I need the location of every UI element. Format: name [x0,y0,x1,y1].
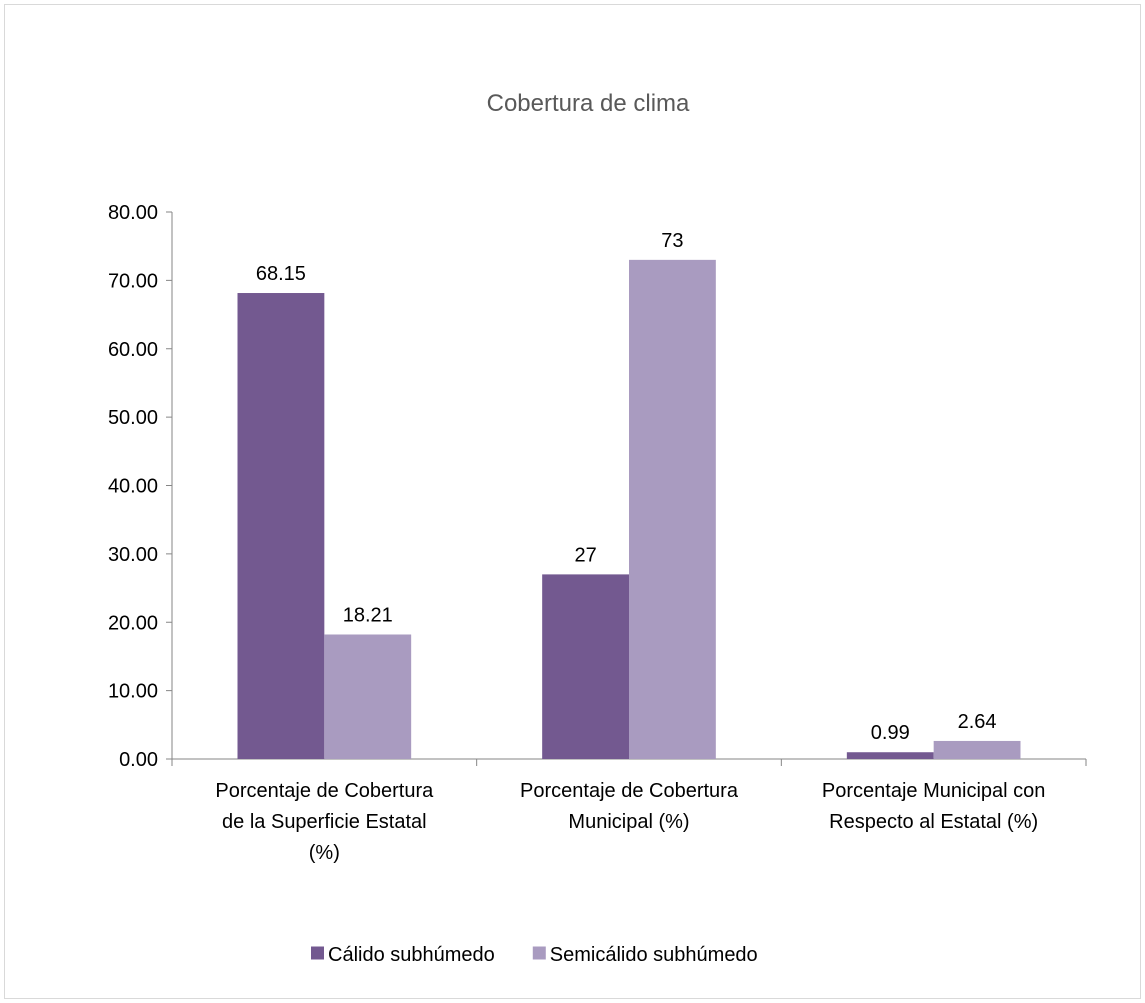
category-label: Porcentaje de Cobertura [215,780,434,802]
data-label: 18.21 [343,604,393,626]
y-tick-label: 60.00 [108,339,158,361]
legend-label: Semicálido subhúmedo [550,944,758,966]
category-label: de la Superficie Estatal [222,811,427,833]
y-tick-label: 80.00 [108,202,158,224]
category-labels: Porcentaje de Cobertura de la Superficie … [215,780,1045,864]
category-label: Porcentaje de Cobertura [520,780,739,802]
category-label: (%) [309,842,340,864]
bar [933,740,1021,759]
bar [629,259,716,759]
data-label: 0.99 [871,722,910,744]
chart-frame [4,4,1141,999]
legend: Cálido subhúmedo Semicálido subhúmedo [311,944,758,966]
category-label: Respecto al Estatal (%) [829,811,1038,833]
y-tick-label: 20.00 [108,612,158,634]
legend-swatch [311,946,324,960]
y-tick-label: 10.00 [108,681,158,703]
data-label: 68.15 [256,263,306,285]
data-label: 2.64 [958,711,997,733]
axes: 0.00 10.00 20.00 30.00 40.00 50.00 60.00 70.00 8… [108,202,1087,771]
y-tick-label: 50.00 [108,407,158,429]
bar [542,574,629,759]
chart-title: Cobertura de clima [487,90,690,117]
bar [324,634,412,759]
y-tick-label: 70.00 [108,270,158,292]
y-tick-label: 0.00 [119,749,158,771]
legend-swatch [532,946,546,960]
bar [237,293,325,759]
data-label: 27 [574,544,596,566]
data-labels: 68.15 18.21 27 73 0.99 2.64 [256,230,997,744]
category-label: Municipal (%) [568,811,689,833]
legend-label: Cálido subhúmedo [328,944,495,966]
bars [237,259,1021,759]
y-tick-label: 30.00 [108,544,158,566]
data-label: 73 [661,230,683,252]
bar [846,752,934,759]
category-label: Porcentaje Municipal con [822,780,1045,802]
y-tick-label: 40.00 [108,476,158,498]
